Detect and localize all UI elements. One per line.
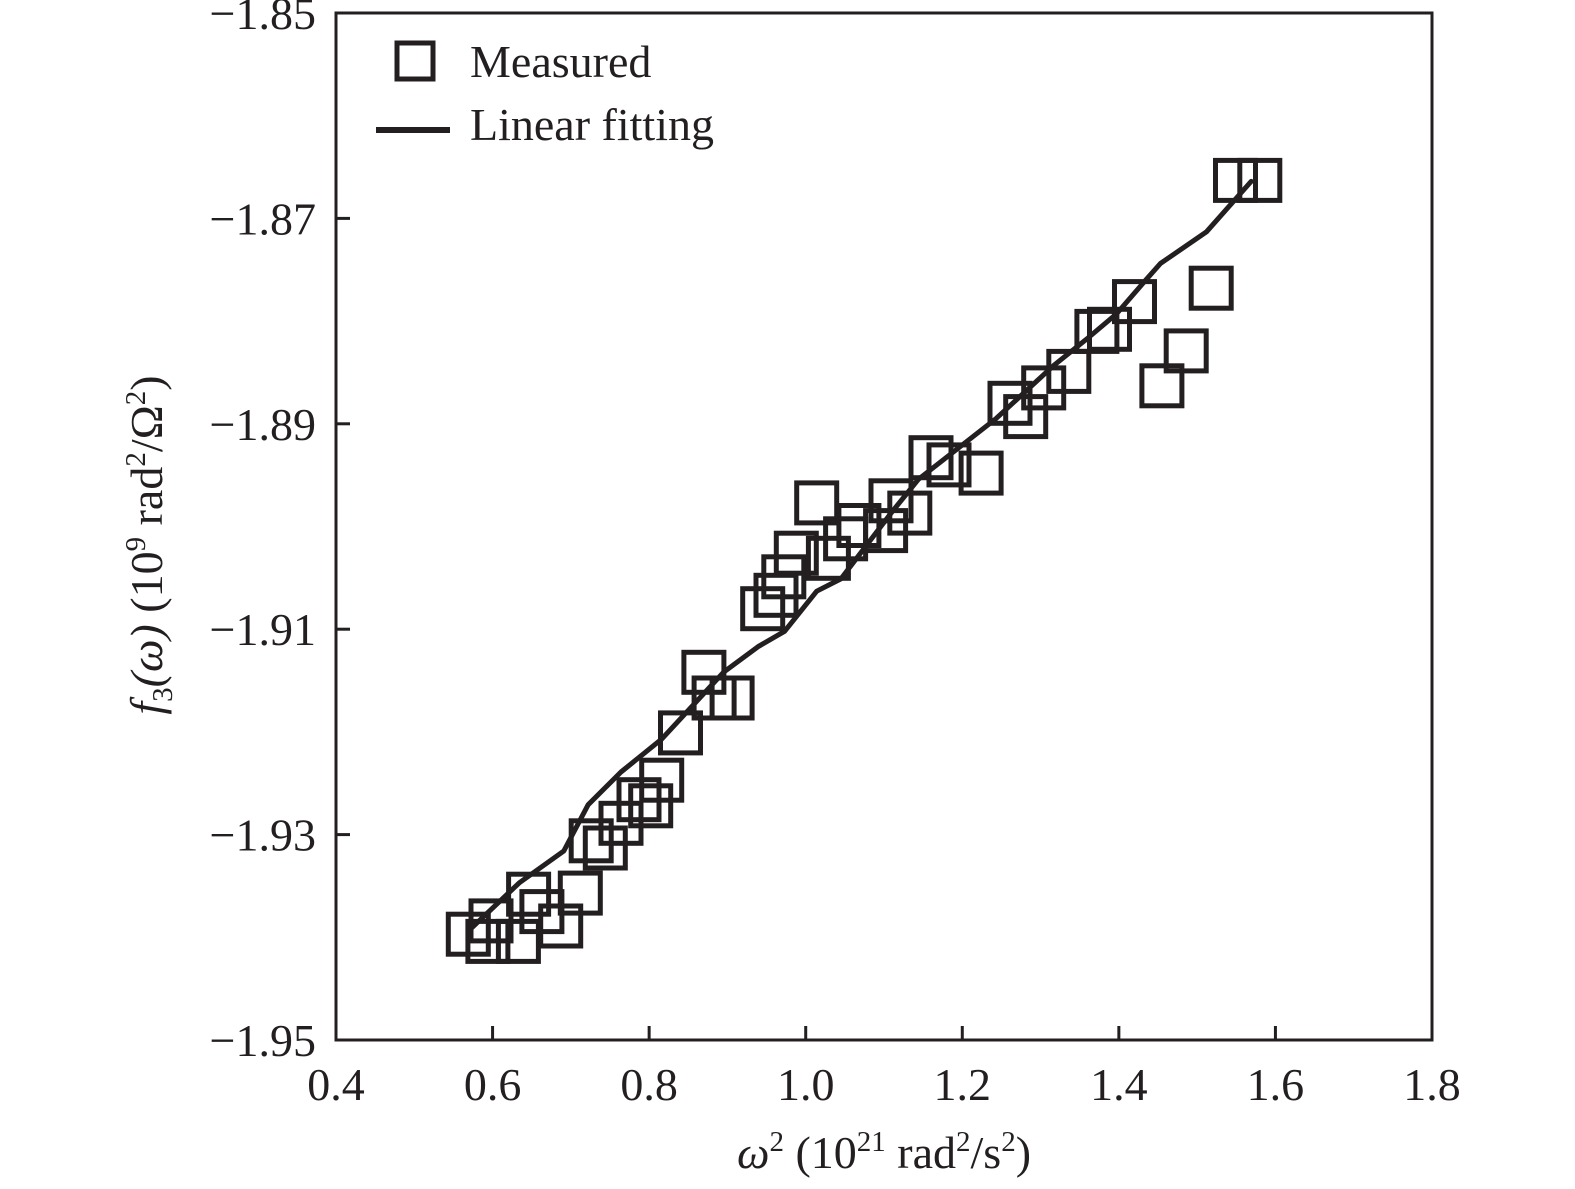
plot-frame <box>334 11 1434 1042</box>
x-tick-label: 0.4 <box>307 1059 365 1110</box>
x-tick-label: 1.8 <box>1403 1059 1461 1110</box>
measured-point <box>1188 265 1234 311</box>
y-tick-label: −1.93 <box>210 810 316 861</box>
measured-point <box>887 490 933 536</box>
y-tick-label: −1.95 <box>210 1015 316 1066</box>
measured-point <box>557 870 603 916</box>
legend-label-measured: Measured <box>470 36 651 87</box>
measured-point <box>1163 328 1209 374</box>
measured-point <box>836 503 882 548</box>
measured-point <box>1112 279 1157 325</box>
y-tick-label: −1.85 <box>210 0 316 39</box>
measured-point <box>628 783 674 829</box>
x-tick-label: 1.4 <box>1090 1059 1148 1110</box>
x-axis-label: ω2 (1021 rad2/s2) <box>737 1126 1031 1178</box>
x-tick-label: 1.2 <box>934 1059 992 1110</box>
measured-point <box>506 871 552 917</box>
measured-point <box>1046 348 1092 394</box>
x-axis-tick-labels: 0.4 0.6 0.8 1.0 1.2 1.4 1.6 1.8 <box>307 1059 1461 1110</box>
y-axis-label: f3(ω) (109 rad2/Ω2) <box>120 375 179 714</box>
measured-markers <box>445 157 1283 964</box>
y-axis-ticks <box>336 216 350 837</box>
y-tick-label: −1.91 <box>210 604 316 655</box>
plot-area <box>445 157 1283 964</box>
measured-point <box>926 442 972 488</box>
legend-square-marker <box>394 40 436 82</box>
measured-point <box>658 710 703 756</box>
y-tick-label: −1.89 <box>210 399 316 450</box>
measured-point <box>1237 157 1283 203</box>
x-axis-ticks <box>491 1026 1277 1040</box>
measured-point <box>958 450 1004 496</box>
legend: Measured Linear fitting <box>376 36 714 150</box>
x-tick-label: 0.6 <box>464 1059 522 1110</box>
measured-point <box>1021 365 1067 411</box>
measured-point <box>761 554 807 600</box>
measured-point <box>639 757 685 803</box>
x-tick-label: 1.6 <box>1247 1059 1305 1110</box>
measured-point <box>987 380 1033 426</box>
measured-point <box>1139 363 1185 409</box>
x-tick-label: 0.8 <box>620 1059 678 1110</box>
measured-point <box>773 530 819 576</box>
legend-label-linear-fitting: Linear fitting <box>470 99 714 150</box>
y-axis-tick-labels: −1.85 −1.87 −1.89 −1.91 −1.93 −1.95 <box>210 0 316 1066</box>
measured-point <box>582 825 628 871</box>
x-tick-label: 1.0 <box>777 1059 835 1110</box>
measured-point <box>681 649 727 695</box>
measured-point <box>709 675 755 721</box>
y-tick-label: −1.87 <box>210 193 316 244</box>
measured-point <box>1213 157 1258 203</box>
measured-point <box>794 480 840 526</box>
measured-point <box>1087 306 1132 352</box>
